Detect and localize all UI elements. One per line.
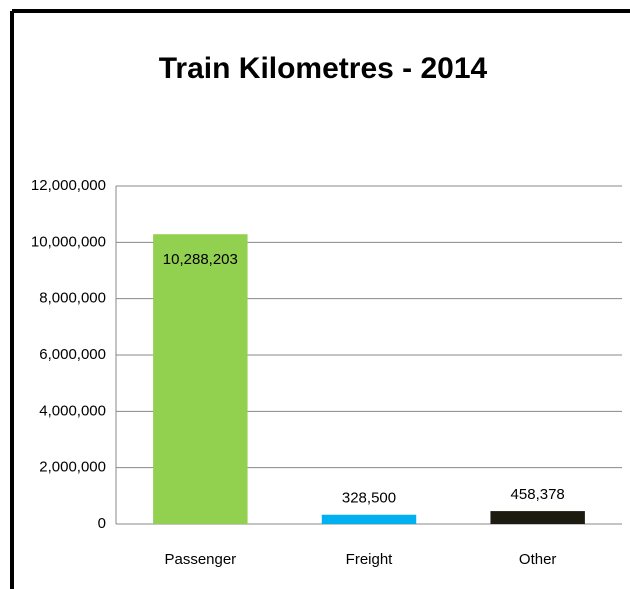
chart-title: Train Kilometres - 2014 [159,52,488,85]
data-label: 10,288,203 [163,251,238,268]
data-label: 458,378 [511,486,565,503]
data-label: 328,500 [342,490,396,507]
bar [153,234,248,524]
y-tick-label: 0 [98,515,106,532]
x-tick-label: Passenger [164,551,236,568]
y-tick-label: 4,000,000 [39,402,106,419]
y-tick-label: 6,000,000 [39,346,106,363]
x-tick-label: Freight [346,551,394,568]
y-tick-label: 8,000,000 [39,290,106,307]
y-tick-label: 10,000,000 [31,233,106,250]
bar [490,511,585,524]
x-tick-label: Other [519,551,557,568]
y-tick-label: 2,000,000 [39,459,106,476]
bar [321,514,417,524]
y-tick-label: 12,000,000 [31,177,106,194]
